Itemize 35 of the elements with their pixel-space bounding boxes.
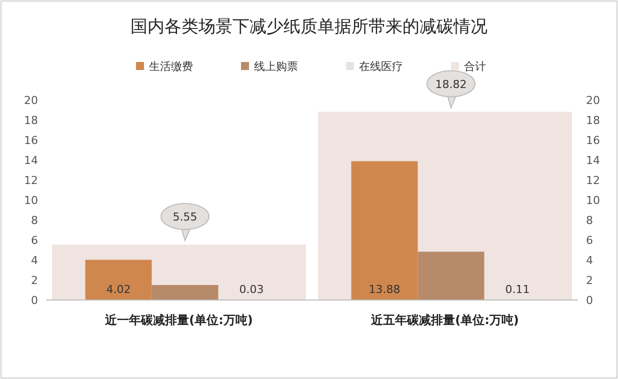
x-tick-label: 近五年碳减排量(单位:万吨) <box>370 313 519 327</box>
data-label: 0.11 <box>505 283 530 296</box>
x-tick-label: 近一年碳减排量(单位:万吨) <box>104 313 253 327</box>
data-label: 5.55 <box>172 210 198 224</box>
legend-label: 线上购票 <box>254 60 298 73</box>
y2-tick-label: 4 <box>586 254 593 267</box>
y2-tick-label: 2 <box>586 274 593 287</box>
y-tick-label: 8 <box>31 214 38 227</box>
y2-tick-label: 16 <box>586 134 600 147</box>
y-tick-label: 18 <box>24 114 38 127</box>
y-tick-label: 14 <box>24 154 38 167</box>
legend-label: 在线医疗 <box>359 60 403 73</box>
y2-tick-label: 12 <box>586 174 600 187</box>
y2-tick-label: 10 <box>586 194 600 207</box>
data-label: 13.88 <box>368 283 400 296</box>
y2-tick-label: 6 <box>586 234 593 247</box>
chart-title: 国内各类场景下减少纸质单据所带来的减碳情况 <box>130 17 488 37</box>
y2-tick-label: 18 <box>586 114 600 127</box>
y2-tick-label: 8 <box>586 214 593 227</box>
y2-tick-label: 14 <box>586 154 600 167</box>
legend-label: 生活缴费 <box>149 60 193 73</box>
y-tick-label: 12 <box>24 174 38 187</box>
y-tick-label: 2 <box>31 274 38 287</box>
y2-tick-label: 0 <box>586 294 593 307</box>
y-tick-label: 4 <box>31 254 38 267</box>
y-tick-label: 20 <box>24 94 38 107</box>
data-label: 0.03 <box>239 283 264 296</box>
legend-label: 合计 <box>464 60 486 73</box>
y-tick-label: 10 <box>24 194 38 207</box>
y2-tick-label: 20 <box>586 94 600 107</box>
data-label: 4.02 <box>106 283 131 296</box>
y-tick-label: 16 <box>24 134 38 147</box>
data-label: 18.82 <box>435 78 467 91</box>
y-tick-label: 0 <box>31 294 38 307</box>
y-tick-label: 6 <box>31 234 38 247</box>
